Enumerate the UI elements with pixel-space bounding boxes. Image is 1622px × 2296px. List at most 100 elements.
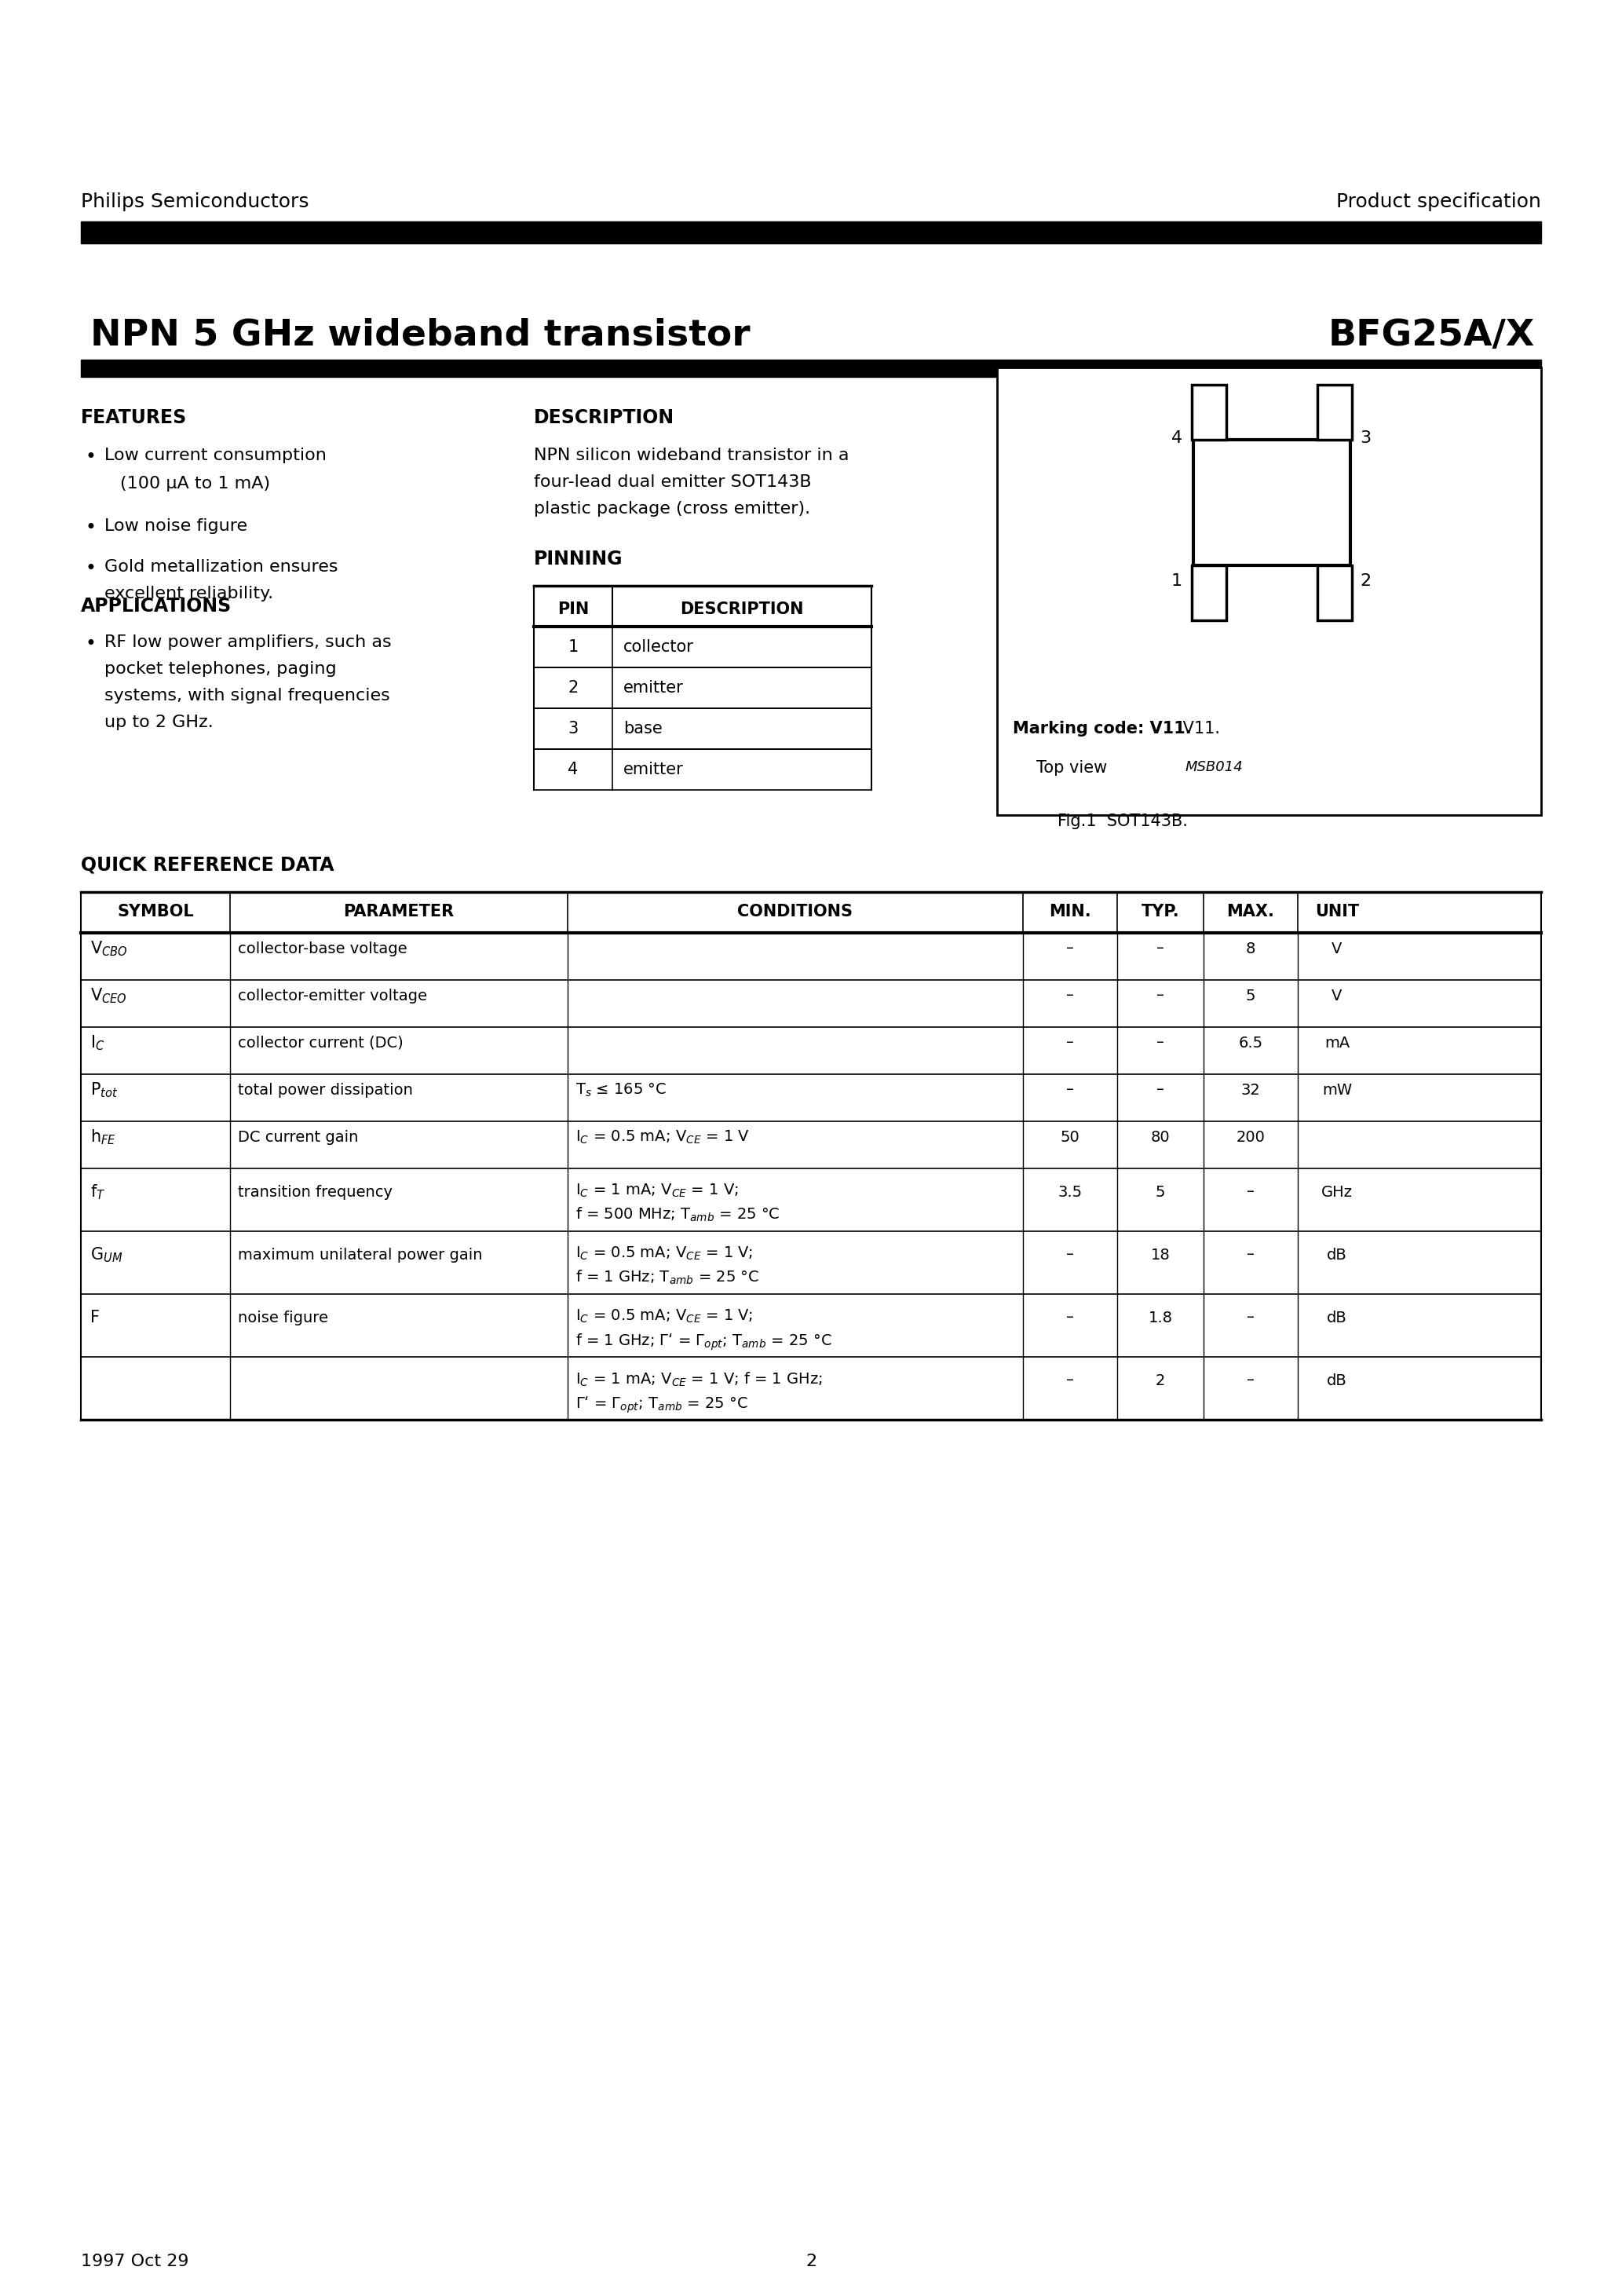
- Text: 1.8: 1.8: [1148, 1311, 1173, 1325]
- Text: 2: 2: [568, 680, 579, 696]
- Text: collector-emitter voltage: collector-emitter voltage: [238, 987, 427, 1003]
- Text: •: •: [84, 448, 96, 466]
- Text: PIN: PIN: [558, 602, 589, 618]
- Text: F: F: [91, 1309, 99, 1325]
- Text: 4: 4: [1171, 429, 1182, 445]
- Text: I$_{C}$ = 0.5 mA; V$_{CE}$ = 1 V: I$_{C}$ = 0.5 mA; V$_{CE}$ = 1 V: [576, 1130, 749, 1146]
- Text: 3: 3: [568, 721, 579, 737]
- Text: plastic package (cross emitter).: plastic package (cross emitter).: [534, 501, 811, 517]
- Text: 2: 2: [1155, 1373, 1165, 1387]
- Text: pocket telephones, paging: pocket telephones, paging: [104, 661, 336, 677]
- Text: 3: 3: [1359, 429, 1371, 445]
- Text: –: –: [1156, 1035, 1165, 1049]
- Text: V: V: [1332, 941, 1343, 955]
- Text: I$_{C}$ = 1 mA; V$_{CE}$ = 1 V; f = 1 GHz;: I$_{C}$ = 1 mA; V$_{CE}$ = 1 V; f = 1 GH…: [576, 1371, 822, 1389]
- Text: –: –: [1066, 1373, 1074, 1387]
- Text: –: –: [1066, 1081, 1074, 1097]
- Text: DESCRIPTION: DESCRIPTION: [680, 602, 805, 618]
- Text: excellent reliability.: excellent reliability.: [104, 585, 274, 602]
- Text: Γʻ = Γ$_{opt}$; T$_{amb}$ = 25 °C: Γʻ = Γ$_{opt}$; T$_{amb}$ = 25 °C: [576, 1394, 748, 1414]
- Text: TYP.: TYP.: [1142, 905, 1179, 918]
- Bar: [1192, 565, 1226, 620]
- Text: –: –: [1156, 987, 1165, 1003]
- Text: noise figure: noise figure: [238, 1311, 328, 1325]
- Text: transition frequency: transition frequency: [238, 1185, 393, 1199]
- Text: mW: mW: [1322, 1081, 1353, 1097]
- Text: 1: 1: [568, 638, 579, 654]
- Text: f = 500 MHz; T$_{amb}$ = 25 °C: f = 500 MHz; T$_{amb}$ = 25 °C: [576, 1205, 780, 1224]
- Text: NPN 5 GHz wideband transistor: NPN 5 GHz wideband transistor: [91, 319, 751, 354]
- Text: Marking code: V11.: Marking code: V11.: [1012, 721, 1192, 737]
- Bar: [1194, 441, 1351, 565]
- Text: –: –: [1066, 941, 1074, 955]
- Text: 5: 5: [1246, 987, 1255, 1003]
- Text: 18: 18: [1150, 1247, 1169, 1263]
- Text: –: –: [1247, 1185, 1254, 1199]
- Text: –: –: [1247, 1247, 1254, 1263]
- Text: base: base: [623, 721, 662, 737]
- Text: T$_{s}$ ≤ 165 °C: T$_{s}$ ≤ 165 °C: [576, 1081, 667, 1097]
- Text: 4: 4: [568, 762, 579, 778]
- Text: UNIT: UNIT: [1315, 905, 1359, 918]
- Text: BFG25A/X: BFG25A/X: [1328, 319, 1534, 354]
- Bar: [534, 585, 871, 627]
- Text: collector: collector: [623, 638, 694, 654]
- Text: •: •: [84, 519, 96, 537]
- Text: f = 1 GHz; T$_{amb}$ = 25 °C: f = 1 GHz; T$_{amb}$ = 25 °C: [576, 1270, 759, 1286]
- Text: 2: 2: [1359, 574, 1371, 588]
- Text: I$_{C}$ = 0.5 mA; V$_{CE}$ = 1 V;: I$_{C}$ = 0.5 mA; V$_{CE}$ = 1 V;: [576, 1244, 753, 1263]
- Text: four-lead dual emitter SOT143B: four-lead dual emitter SOT143B: [534, 475, 811, 489]
- Text: MAX.: MAX.: [1226, 905, 1275, 918]
- Text: NPN silicon wideband transistor in a: NPN silicon wideband transistor in a: [534, 448, 848, 464]
- Text: APPLICATIONS: APPLICATIONS: [81, 597, 232, 615]
- Text: collector current (DC): collector current (DC): [238, 1035, 404, 1049]
- Text: 3.5: 3.5: [1058, 1185, 1082, 1199]
- Text: V$_{CBO}$: V$_{CBO}$: [91, 939, 128, 957]
- Text: maximum unilateral power gain: maximum unilateral power gain: [238, 1247, 482, 1263]
- Bar: [998, 367, 1541, 815]
- Text: QUICK REFERENCE DATA: QUICK REFERENCE DATA: [81, 856, 334, 875]
- Text: –: –: [1156, 1081, 1165, 1097]
- Text: 6.5: 6.5: [1239, 1035, 1264, 1049]
- Text: dB: dB: [1327, 1373, 1348, 1387]
- Text: PINNING: PINNING: [534, 549, 623, 569]
- Text: 200: 200: [1236, 1130, 1265, 1143]
- Text: Top view: Top view: [1036, 760, 1108, 776]
- Text: Fig.1  SOT143B.: Fig.1 SOT143B.: [1058, 813, 1187, 829]
- Text: I$_{C}$: I$_{C}$: [91, 1033, 105, 1052]
- Text: CONDITIONS: CONDITIONS: [738, 905, 853, 918]
- Text: PARAMETER: PARAMETER: [344, 905, 454, 918]
- Text: (100 μA to 1 mA): (100 μA to 1 mA): [120, 475, 271, 491]
- Text: V$_{CEO}$: V$_{CEO}$: [91, 987, 127, 1006]
- Text: DC current gain: DC current gain: [238, 1130, 358, 1143]
- Text: systems, with signal frequencies: systems, with signal frequencies: [104, 689, 389, 703]
- Text: 2: 2: [806, 2255, 816, 2268]
- Text: 80: 80: [1150, 1130, 1169, 1143]
- Text: FEATURES: FEATURES: [81, 409, 187, 427]
- Text: Low current consumption: Low current consumption: [104, 448, 326, 464]
- Text: 5: 5: [1155, 1185, 1165, 1199]
- Text: V: V: [1332, 987, 1343, 1003]
- Text: DESCRIPTION: DESCRIPTION: [534, 409, 675, 427]
- Text: –: –: [1247, 1311, 1254, 1325]
- Text: 8: 8: [1246, 941, 1255, 955]
- Text: •: •: [84, 634, 96, 654]
- Text: total power dissipation: total power dissipation: [238, 1081, 414, 1097]
- Text: Philips Semiconductors: Philips Semiconductors: [81, 193, 308, 211]
- Text: 1997 Oct 29: 1997 Oct 29: [81, 2255, 188, 2268]
- Bar: [1317, 565, 1351, 620]
- Text: RF low power amplifiers, such as: RF low power amplifiers, such as: [104, 634, 391, 650]
- Text: P$_{tot}$: P$_{tot}$: [91, 1081, 118, 1100]
- Text: G$_{UM}$: G$_{UM}$: [91, 1244, 123, 1265]
- Text: emitter: emitter: [623, 680, 683, 696]
- Text: h$_{FE}$: h$_{FE}$: [91, 1127, 117, 1146]
- Bar: [81, 360, 1541, 377]
- Text: f$_{T}$: f$_{T}$: [91, 1182, 105, 1201]
- Text: I$_{C}$ = 1 mA; V$_{CE}$ = 1 V;: I$_{C}$ = 1 mA; V$_{CE}$ = 1 V;: [576, 1182, 738, 1199]
- Bar: [81, 220, 1541, 243]
- Text: –: –: [1066, 1311, 1074, 1325]
- Text: f = 1 GHz; Γʻ = Γ$_{opt}$; T$_{amb}$ = 25 °C: f = 1 GHz; Γʻ = Γ$_{opt}$; T$_{amb}$ = 2…: [576, 1332, 832, 1352]
- Bar: [1192, 386, 1226, 441]
- Text: 50: 50: [1061, 1130, 1080, 1143]
- Text: mA: mA: [1324, 1035, 1350, 1049]
